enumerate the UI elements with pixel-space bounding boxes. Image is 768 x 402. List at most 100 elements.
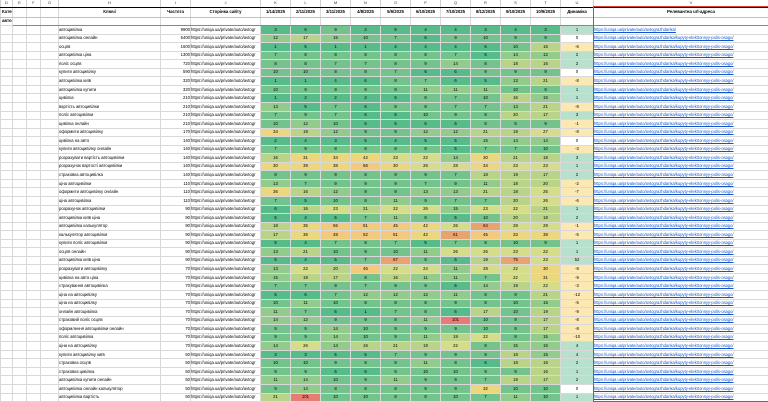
cell-keyword[interactable]: оформлення автоцивілки онлайн <box>58 324 161 334</box>
empty-cell[interactable] <box>40 221 59 232</box>
empty-cell[interactable] <box>26 264 41 274</box>
empty-cell[interactable] <box>12 264 27 274</box>
empty-cell[interactable] <box>0 153 13 163</box>
cell-frequency[interactable]: 70 <box>160 324 191 334</box>
empty-cell[interactable] <box>0 366 13 377</box>
cell-rank-month-8[interactable]: 10 <box>500 384 531 394</box>
cell-rank-month-7[interactable]: 32 <box>470 384 501 394</box>
cell-rank-month-6[interactable]: 4 <box>440 42 471 52</box>
empty-cell[interactable] <box>12 213 27 223</box>
cell-rank-month-8[interactable]: 13 <box>500 76 531 86</box>
cell-rank-month-3[interactable]: 9 <box>350 84 381 95</box>
cell-rank-month-2[interactable]: 9 <box>320 84 351 95</box>
column-header-r[interactable]: R <box>470 0 501 8</box>
cell-rank-month-4[interactable]: 8 <box>380 315 411 326</box>
cell-rank-month-3[interactable]: 46 <box>350 264 381 274</box>
relevant-url-link[interactable]: https://uniqa.ua/private/auto/avtograzhd… <box>594 257 734 263</box>
cell-page-url[interactable]: https://uniqa.ua/private/auto/avtogr <box>190 392 261 402</box>
cell-keyword[interactable]: автоцивілка калькулятор <box>58 221 161 232</box>
table-row[interactable]: автоцивілка ціна 1300 https://uniqa.ua/pri… <box>0 50 768 61</box>
cell-rank-month-7[interactable]: 8 <box>470 341 501 351</box>
cell-rank-month-3[interactable]: 9 <box>350 247 381 257</box>
cell-rank-month-9[interactable]: 9 <box>530 67 561 78</box>
cell-rank-month-6[interactable]: 5 <box>440 213 471 223</box>
cell-rank-month-0[interactable]: 13 <box>260 247 291 257</box>
cell-rank-month-3[interactable]: 7 <box>350 255 381 266</box>
cell-keyword[interactable]: автоцивілка київ ціна <box>58 213 161 223</box>
cell-rank-month-4[interactable]: 4 <box>380 136 411 146</box>
column-header-u[interactable]: U <box>560 0 594 8</box>
relevant-url-link[interactable]: https://uniqa.ua/private/auto/avtograzhd… <box>594 248 734 254</box>
empty-cell[interactable] <box>40 375 59 385</box>
cell-rank-month-3[interactable]: 8 <box>350 238 381 249</box>
cell-rank-month-6[interactable]: 14 <box>440 153 471 163</box>
cell-rank-month-3[interactable]: 1 <box>350 307 381 317</box>
cell-rank-month-6[interactable]: 101 <box>440 315 471 326</box>
relevant-url-link[interactable]: https://uniqa.ua/private/auto/avtograzhd… <box>594 266 734 272</box>
cell-rank-month-8[interactable]: 19 <box>500 170 531 180</box>
cell-rank-month-1[interactable]: 3 <box>290 349 321 360</box>
cell-relevant-url[interactable]: https://uniqa.ua/private/auto/avtograzhd… <box>593 187 768 197</box>
cell-keyword[interactable]: цивілка онлайн <box>58 119 161 129</box>
cell-rank-month-9[interactable]: 16 <box>530 358 561 368</box>
cell-rank-month-1[interactable]: 9 <box>290 324 321 334</box>
empty-cell[interactable] <box>0 247 13 257</box>
cell-rank-month-6[interactable]: 6 <box>440 67 471 78</box>
cell-dynamics[interactable]: -10 <box>560 332 594 343</box>
cell-rank-month-6[interactable]: 15 <box>440 204 471 215</box>
cell-rank-month-5[interactable]: 8 <box>410 255 441 266</box>
empty-cell[interactable] <box>0 33 13 44</box>
cell-rank-month-2[interactable]: 8 <box>320 50 351 61</box>
cell-dynamics[interactable]: 4 <box>560 349 594 360</box>
cell-rank-month-5[interactable]: 11 <box>410 315 441 326</box>
cell-page-url[interactable]: https://uniqa.ua/private/auto/avtogr <box>190 178 261 189</box>
cell-frequency[interactable]: 90 <box>160 255 191 266</box>
cell-frequency[interactable]: 90 <box>160 213 191 223</box>
cell-dynamics[interactable]: -8 <box>560 76 594 86</box>
cell-rank-month-5[interactable]: 9 <box>410 375 441 385</box>
cell-frequency[interactable]: 70 <box>160 332 191 343</box>
cell-relevant-url[interactable]: https://uniqa.ua/private/auto/avtograzhd… <box>593 230 768 240</box>
table-row[interactable]: калькулятор автоцивілки 90 https://uniqa.u… <box>0 230 768 240</box>
cell-rank-month-2[interactable]: 17 <box>320 272 351 283</box>
cell-keyword[interactable]: осцпв <box>58 42 161 52</box>
cell-rank-month-5[interactable]: 9 <box>410 196 441 206</box>
cell-rank-month-7[interactable]: 10 <box>470 315 501 326</box>
cell-rank-month-4[interactable]: 22 <box>380 204 411 215</box>
cell-rank-month-8[interactable]: 20 <box>500 196 531 206</box>
cell-keyword[interactable]: купити автоцивілку <box>58 67 161 78</box>
cell-rank-month-8[interactable]: 33 <box>500 230 531 240</box>
cell-frequency[interactable]: 140 <box>160 136 191 146</box>
cell-frequency[interactable]: 90 <box>160 230 191 240</box>
cell-rank-month-9[interactable]: 17 <box>530 110 561 121</box>
cell-frequency[interactable]: 50 <box>160 384 191 394</box>
empty-cell[interactable] <box>40 84 59 95</box>
relevant-url-link[interactable]: https://uniqa.ua/private/auto/avtograzhd… <box>594 334 734 340</box>
cell-rank-month-1[interactable]: 4 <box>290 238 321 249</box>
empty-cell[interactable] <box>0 144 13 155</box>
cell-dynamics[interactable]: -3 <box>560 281 594 291</box>
cell-rank-month-4[interactable]: 8 <box>380 392 411 402</box>
table-row[interactable]: ціна на автоцивілку 70 https://uniqa.ua/pr… <box>0 298 768 309</box>
cell-rank-month-9[interactable]: 21 <box>530 290 561 300</box>
empty-cell[interactable] <box>12 84 27 95</box>
table-row[interactable]: розрахунок вартості автоцивілки 140 https:… <box>0 161 768 172</box>
relevant-url-link[interactable]: https://uniqa.ua/private/auto/avtograzhd… <box>594 240 734 246</box>
cell-rank-month-1[interactable]: 10 <box>290 358 321 368</box>
cell-rank-month-0[interactable]: 18 <box>260 221 291 232</box>
cell-rank-month-7[interactable]: 28 <box>470 264 501 274</box>
cell-rank-month-0[interactable]: 12 <box>260 33 291 44</box>
cell-page-url[interactable]: https://uniqa.ua/private/auto/avtogr <box>190 349 261 360</box>
cell-rank-month-6[interactable]: 11 <box>440 272 471 283</box>
empty-cell[interactable] <box>26 93 41 103</box>
cell-rank-month-2[interactable]: 7 <box>320 59 351 69</box>
table-row[interactable]: автоцивілка вартість 50 https://uniqa.ua/p… <box>0 392 768 402</box>
cell-relevant-url[interactable]: https://uniqa.ua/private/auto/avtograzhd… <box>593 33 768 44</box>
cell-keyword[interactable]: автоцивілка київ <box>58 76 161 86</box>
table-row[interactable]: цивілка на авто 140 https://uniqa.ua/priva… <box>0 136 768 146</box>
cell-rank-month-8[interactable]: 11 <box>500 392 531 402</box>
cell-rank-month-4[interactable]: 8 <box>380 298 411 309</box>
cell-dynamics[interactable]: -3 <box>560 144 594 155</box>
empty-cell[interactable] <box>26 298 41 309</box>
cell-dynamics[interactable]: -2 <box>560 178 594 189</box>
